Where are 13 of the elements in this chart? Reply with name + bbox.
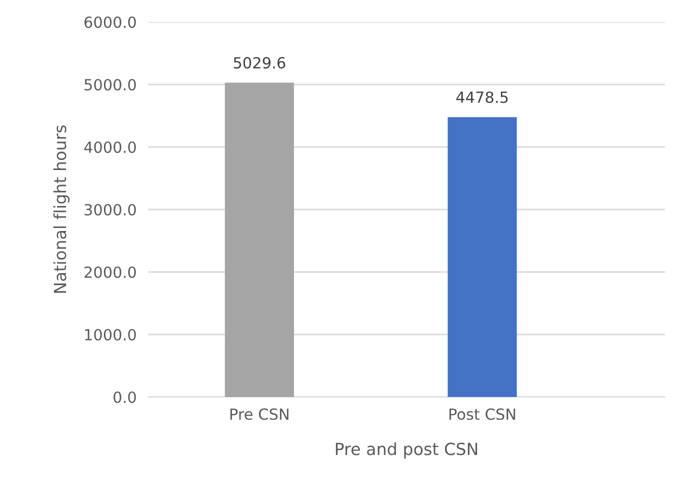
data-label: 5029.6 [234, 57, 286, 69]
y-tick-label: 1000.0 [85, 328, 136, 341]
x-tick-label: Pre CSN [230, 408, 288, 420]
y-tick-label: 2000.0 [84, 266, 136, 278]
y-tick-label: 4000.0 [84, 141, 136, 154]
x-tick-label: Post CSN [449, 408, 516, 420]
y-tick-label: 5000.0 [84, 78, 136, 91]
x-axis-title: Pre and post CSN [336, 442, 478, 458]
y-tick-label: 3000.0 [84, 204, 136, 216]
y-tick-label: 6000.0 [84, 16, 136, 28]
y-axis-title: National flight hours [53, 125, 70, 293]
y-tick-label: 0.0 [114, 391, 136, 404]
data-label: 4478.5 [456, 91, 508, 104]
